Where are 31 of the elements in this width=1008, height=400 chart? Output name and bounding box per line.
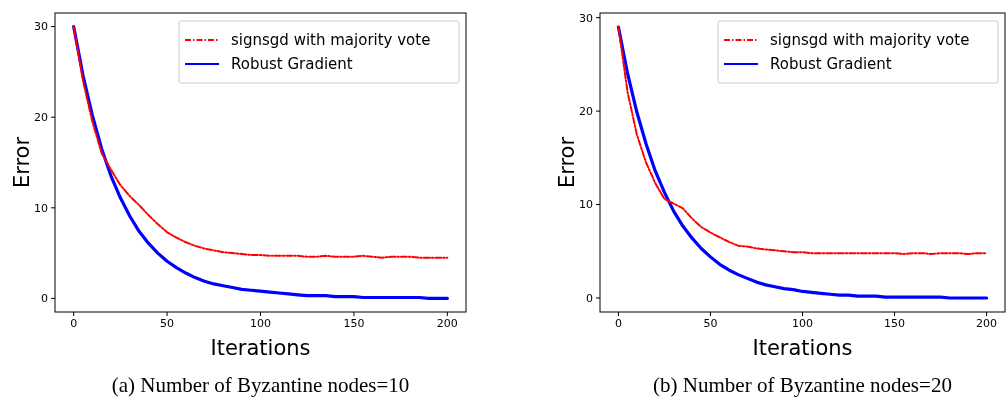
x-tick-label: 150 [884, 317, 906, 330]
x-tick-label: 150 [343, 317, 365, 330]
line-series [617, 26, 988, 256]
x-tick-label: 0 [70, 317, 78, 330]
y-axis-title: Error [10, 136, 34, 189]
y-tick-label: 0 [586, 291, 593, 305]
x-tick-label: 100 [792, 317, 813, 330]
y-tick-label: 20 [579, 104, 593, 118]
legend-label: signsgd with majority vote [770, 31, 970, 50]
x-tick-label: 100 [250, 317, 271, 330]
line-series [72, 25, 449, 259]
y-tick-label: 20 [34, 111, 48, 125]
x-axis-title: Iterations [752, 336, 853, 360]
y-tick-label: 10 [34, 201, 48, 215]
line-series [616, 25, 989, 300]
y-tick-label: 30 [34, 20, 48, 34]
x-axis-title: Iterations [210, 336, 311, 360]
text: (a) Number of Byzantine nodes=10 [111, 373, 410, 397]
x-tick-label: 50 [160, 317, 175, 330]
y-tick-label: 0 [41, 292, 48, 306]
x-tick-label: 50 [703, 317, 718, 330]
y-tick-label: 10 [579, 198, 593, 212]
y-axis-title: Error [555, 136, 579, 189]
legend-label: Robust Gradient [770, 55, 892, 74]
text: (b) Number of Byzantine nodes=20 [653, 373, 952, 397]
x-tick-label: 0 [614, 317, 622, 330]
y-tick-label: 30 [579, 11, 593, 25]
x-tick-label: 200 [976, 317, 998, 330]
legend-label: signsgd with majority vote [231, 31, 431, 50]
x-tick-label: 200 [436, 317, 458, 330]
legend-label: Robust Gradient [231, 55, 353, 74]
